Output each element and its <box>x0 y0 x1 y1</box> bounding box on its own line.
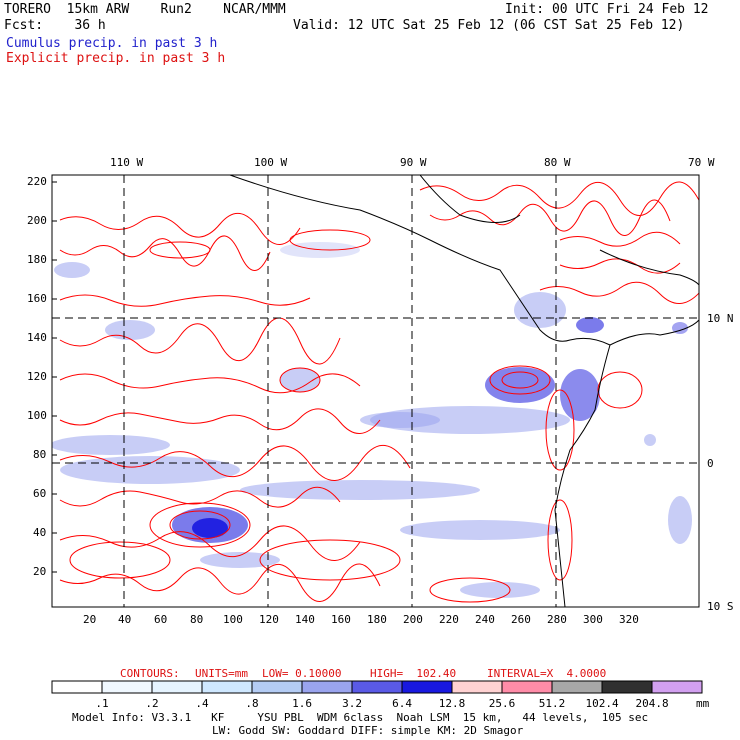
x-tick-label: 140 <box>295 613 315 626</box>
contours-interval: INTERVAL=X 4.0000 <box>487 667 607 680</box>
contours-units: UNITS=mm <box>195 667 248 680</box>
coastline <box>229 175 699 607</box>
valid-time: Valid: 12 UTC Sat 25 Feb 12 (06 CST Sat … <box>293 18 685 33</box>
colorbar-level-label: 204.8 <box>635 697 669 710</box>
colorbar-cell <box>551 680 603 694</box>
colorbar-level-label: .4 <box>195 697 209 710</box>
forecast-hour: Fcst: 36 h <box>4 18 106 33</box>
x-tick-label: 60 <box>154 613 168 626</box>
legend-explicit: Explicit precip. in past 3 h <box>6 51 226 66</box>
x-tick-label: 180 <box>367 613 387 626</box>
init-time: Init: 00 UTC Fri 24 Feb 12 <box>505 2 709 17</box>
latlon-grid <box>52 175 699 607</box>
lat-label-0: 0 <box>707 457 714 470</box>
colorbar-cell <box>601 680 653 694</box>
x-tick-label: 200 <box>403 613 423 626</box>
legend-cumulus: Cumulus precip. in past 3 h <box>6 36 218 51</box>
y-tick-label: 20 <box>33 565 47 578</box>
colorbar-level-label: .2 <box>145 697 159 710</box>
x-tick-label: 40 <box>118 613 132 626</box>
y-tick-label: 200 <box>27 214 47 227</box>
x-tick-label: 280 <box>547 613 567 626</box>
x-tick-label: 300 <box>583 613 603 626</box>
colorbar-cells <box>51 680 703 694</box>
y-tick-label: 180 <box>27 253 47 266</box>
x-tick-label: 160 <box>331 613 351 626</box>
explicit-precip-contours <box>59 181 699 603</box>
colorbar-cell <box>101 680 153 694</box>
model-info: Model Info: V3.3.1 KF YSU PBL WDM 6class… <box>72 711 649 724</box>
colorbar-cell <box>451 680 503 694</box>
colorbar-cell <box>651 680 703 694</box>
colorbar-level-label: 6.4 <box>392 697 412 710</box>
lat-label-10s: 10 S <box>707 600 734 613</box>
colorbar-level-label: .1 <box>95 697 109 710</box>
lon-label-110w: 110 W <box>110 156 144 169</box>
colorbar-cell <box>151 680 203 694</box>
colorbar-cell <box>401 680 453 694</box>
colorbar-cell <box>351 680 403 694</box>
lon-label-70w: 70 W <box>688 156 715 169</box>
colorbar-cell <box>501 680 553 694</box>
y-tick-label: 140 <box>27 331 47 344</box>
y-tick-label: 80 <box>33 448 47 461</box>
colorbar-cell <box>251 680 303 694</box>
y-tick-label: 220 <box>27 175 47 188</box>
contours-high: HIGH= 102.40 <box>370 667 457 680</box>
x-tick-label: 20 <box>83 613 97 626</box>
plot-frame <box>51 174 700 608</box>
contours-label: CONTOURS: <box>120 667 180 680</box>
y-tick-label: 100 <box>27 409 47 422</box>
colorbar-level-label: 25.6 <box>488 697 516 710</box>
colorbar-level-label: 102.4 <box>585 697 619 710</box>
colorbar-level-label: 1.6 <box>292 697 312 710</box>
y-tick-label: 40 <box>33 526 47 539</box>
x-tick-label: 320 <box>619 613 639 626</box>
colorbar-cell <box>201 680 253 694</box>
lat-label-10n: 10 N <box>707 312 734 325</box>
colorbar-cell <box>301 680 353 694</box>
x-tick-label: 240 <box>475 613 495 626</box>
model-title: TORERO 15km ARW Run2 NCAR/MMM <box>4 2 286 17</box>
colorbar-level-label: 3.2 <box>342 697 362 710</box>
y-tick-label: 60 <box>33 487 47 500</box>
axis-ticks <box>52 181 57 573</box>
x-tick-label: 120 <box>259 613 279 626</box>
x-tick-label: 100 <box>223 613 243 626</box>
colorbar-level-label: 51.2 <box>538 697 566 710</box>
colorbar-cell <box>51 680 103 694</box>
lon-label-90w: 90 W <box>400 156 427 169</box>
x-tick-label: 80 <box>190 613 204 626</box>
x-tick-label: 220 <box>439 613 459 626</box>
contours-low: LOW= 0.10000 <box>262 667 342 680</box>
colorbar-unit: mm <box>696 697 710 710</box>
lon-label-80w: 80 W <box>544 156 571 169</box>
physics-info: LW: Godd SW: Goddard DIFF: simple KM: 2D… <box>212 724 524 737</box>
colorbar-level-label: .8 <box>245 697 259 710</box>
x-tick-label: 260 <box>511 613 531 626</box>
y-tick-label: 120 <box>27 370 47 383</box>
y-tick-label: 160 <box>27 292 47 305</box>
colorbar-level-label: 12.8 <box>438 697 466 710</box>
lon-label-100w: 100 W <box>254 156 288 169</box>
